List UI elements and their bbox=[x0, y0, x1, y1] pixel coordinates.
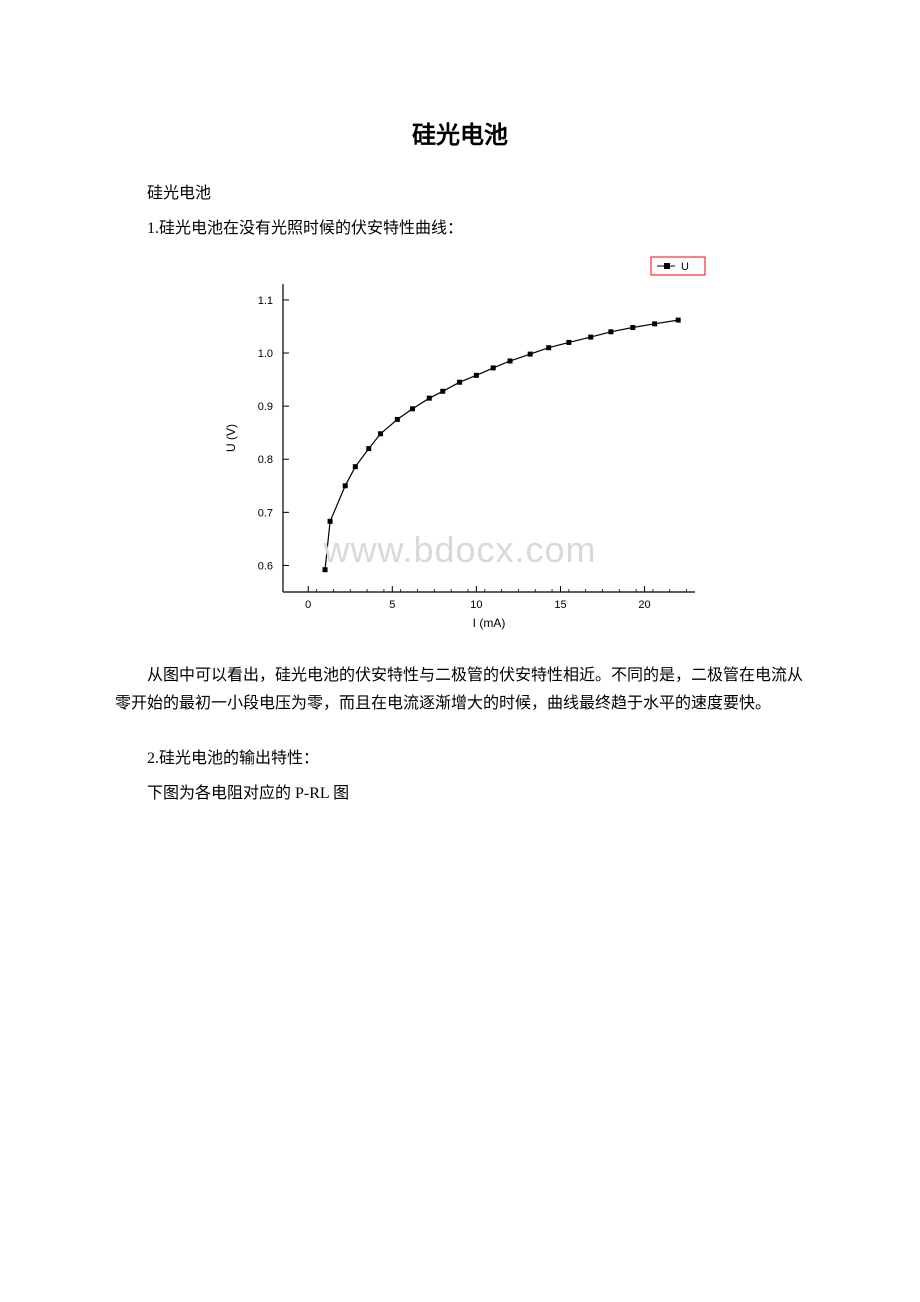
svg-text:0.9: 0.9 bbox=[258, 402, 273, 414]
svg-text:1.0: 1.0 bbox=[258, 348, 273, 360]
iv-chart-container: 0.60.70.80.91.01.105101520I (mA)U (V)U w… bbox=[115, 254, 805, 644]
svg-text:0: 0 bbox=[305, 599, 311, 611]
svg-text:20: 20 bbox=[638, 599, 650, 611]
svg-text:10: 10 bbox=[470, 599, 482, 611]
svg-text:0.7: 0.7 bbox=[258, 508, 273, 520]
svg-text:0.6: 0.6 bbox=[258, 561, 273, 573]
paragraph-analysis: 从图中可以看出，硅光电池的伏安特性与二极管的伏安特性相近。不同的是，二极管在电流… bbox=[115, 662, 805, 716]
page-title: 硅光电池 bbox=[115, 115, 805, 150]
svg-text:0.8: 0.8 bbox=[258, 455, 273, 467]
paragraph-next-fig: 下图为各电阻对应的 P-RL 图 bbox=[115, 780, 805, 807]
svg-text:15: 15 bbox=[554, 599, 566, 611]
svg-text:I (mA): I (mA) bbox=[473, 616, 506, 630]
svg-text:U (V): U (V) bbox=[224, 424, 238, 452]
paragraph-intro: 硅光电池 bbox=[115, 180, 805, 207]
iv-chart: 0.6 0.7 0.8 0.9 1.0 1.1 0 5 10 15 20 I (mA) U (V) U bbox=[205, 254, 715, 644]
svg-text:1.1: 1.1 bbox=[258, 295, 273, 307]
paragraph-section-2: 2.硅光电池的输出特性： bbox=[115, 745, 805, 772]
paragraph-section-1: 1.硅光电池在没有光照时候的伏安特性曲线： bbox=[115, 215, 805, 242]
svg-text:U: U bbox=[681, 261, 689, 273]
svg-text:5: 5 bbox=[389, 599, 395, 611]
